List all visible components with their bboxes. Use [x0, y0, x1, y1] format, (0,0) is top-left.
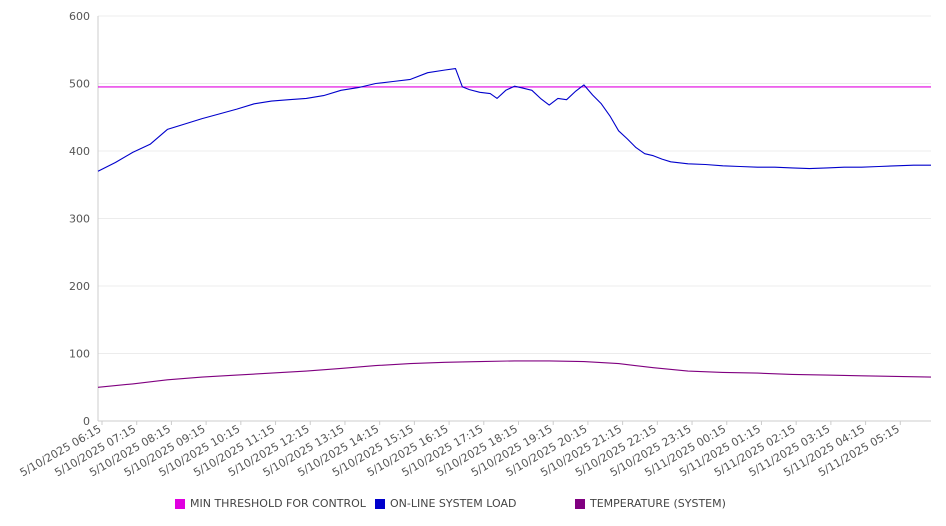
x-axis-ticks: 5/10/2025 06:155/10/2025 07:155/10/2025 …: [18, 421, 902, 479]
y-tick-label: 600: [69, 10, 90, 23]
y-tick-label: 200: [69, 280, 90, 293]
y-tick-label: 500: [69, 78, 90, 91]
series-line-2: [97, 360, 932, 388]
series-line-1: [97, 68, 931, 172]
legend-label-system-load: ON-LINE SYSTEM LOAD: [390, 497, 517, 510]
legend-label-min-threshold: MIN THRESHOLD FOR CONTROL: [190, 497, 366, 510]
legend-item-system-load[interactable]: ON-LINE SYSTEM LOAD: [375, 497, 516, 510]
gridlines: [98, 15, 931, 354]
axes: [97, 16, 931, 422]
series-lines: [97, 68, 932, 388]
y-tick-label: 0: [83, 415, 90, 428]
legend-swatch-min-threshold: [175, 498, 185, 509]
legend-item-temperature[interactable]: TEMPERATURE (SYSTEM): [575, 497, 726, 510]
legend-label-temperature: TEMPERATURE (SYSTEM): [590, 497, 726, 510]
y-axis-ticks: 0 100 200 300 400 500 600: [69, 10, 90, 428]
legend-item-min-threshold[interactable]: MIN THRESHOLD FOR CONTROL: [175, 497, 366, 510]
y-tick-label: 400: [69, 145, 90, 158]
legend-swatch-system-load: [375, 498, 385, 509]
legend: MIN THRESHOLD FOR CONTROL ON-LINE SYSTEM…: [0, 497, 946, 515]
y-tick-label: 300: [69, 213, 90, 226]
y-tick-label: 100: [69, 348, 90, 361]
legend-swatch-temperature: [575, 498, 585, 509]
